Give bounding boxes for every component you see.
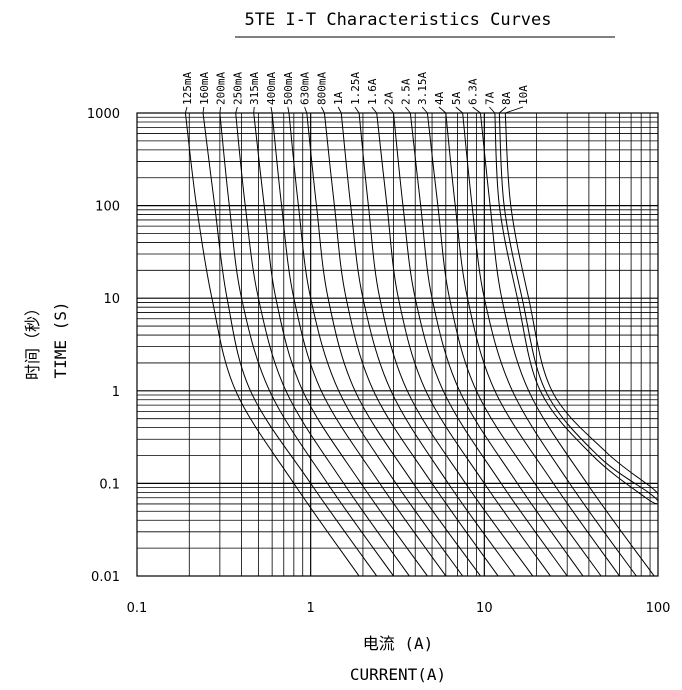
series-leader: [184, 106, 188, 114]
series-line-8a: [498, 113, 658, 502]
y-tick-label: 10: [103, 292, 120, 307]
series-leader: [499, 106, 507, 114]
curves: [184, 113, 658, 576]
series-line-160ma: [202, 113, 378, 576]
series-line-1-6a: [376, 113, 551, 576]
series-label: 2.5A: [399, 78, 412, 105]
series-leader: [489, 106, 496, 114]
y-axis-label: 时间（秒）: [23, 300, 42, 380]
series-leader: [235, 106, 238, 114]
series-label: 400mA: [265, 72, 278, 105]
series-label: 500mA: [282, 72, 295, 105]
plot-frame: [136, 112, 659, 577]
y-tick-label: 0.01: [91, 570, 120, 585]
series-line-5a: [462, 113, 637, 576]
x-axis-label-en: CURRENT(A): [350, 665, 446, 684]
chart-title: 5TE I-T Characteristics Curves: [244, 10, 551, 30]
series-label: 1A: [332, 91, 345, 105]
series-leader: [371, 106, 378, 114]
series-label: 250mA: [231, 72, 244, 105]
y-tick-label: 100: [95, 200, 120, 215]
series-line-10a: [504, 113, 658, 496]
series-label: 3.15A: [416, 72, 429, 105]
series-label: 7A: [483, 91, 496, 105]
series-line-400ma: [271, 113, 447, 576]
y-tick-label: 0.1: [99, 477, 120, 492]
series-leader: [472, 106, 481, 114]
series-leader: [421, 106, 428, 114]
x-axis-label: 电流 (A): [363, 634, 434, 653]
series-leader: [455, 106, 463, 114]
series-line-500ma: [288, 113, 464, 576]
x-tick-label: 100: [646, 601, 671, 616]
series-leader: [438, 106, 447, 114]
series-leader: [219, 106, 222, 114]
series-leader: [337, 106, 342, 114]
series-line-315ma: [253, 113, 428, 576]
series-line-1-25a: [358, 113, 534, 576]
series-line-250ma: [235, 113, 410, 576]
series-line-800ma: [323, 113, 499, 576]
series-line-200ma: [219, 113, 394, 576]
series-label: 800mA: [315, 72, 328, 105]
series-label: 630mA: [299, 72, 312, 105]
series-leader: [388, 106, 394, 114]
series-line-2a: [393, 113, 568, 576]
series-line-125ma: [184, 113, 360, 576]
series-labels: 125mA 160mA 200mA 250mA 315mA 400mA 500mA 630mA…: [181, 72, 530, 114]
series-label: 1.6A: [366, 78, 379, 105]
grid: [136, 112, 659, 577]
x-tick-label: 1: [307, 601, 315, 616]
series-label: 315mA: [248, 72, 261, 105]
series-line-4a: [445, 113, 620, 576]
series-label: 200mA: [215, 72, 228, 105]
series-line-1a: [340, 113, 516, 576]
x-tick-label: 0.1: [127, 601, 148, 616]
series-leader: [505, 106, 524, 114]
series-line-6-3a: [479, 113, 655, 576]
y-axis-label-en: TIME (S): [51, 301, 70, 378]
series-leader: [202, 106, 205, 114]
series-label: 1.25A: [349, 72, 362, 105]
series-label: 6.3A: [467, 78, 480, 105]
series-leader: [405, 106, 411, 114]
series-label: 5A: [450, 91, 463, 105]
series-label: 4A: [433, 91, 446, 105]
series-line-2-5a: [409, 113, 584, 576]
series-line-3-15a: [426, 113, 602, 576]
series-leader: [304, 106, 308, 114]
y-tick-label: 1000: [87, 107, 120, 122]
series-label: 2A: [383, 91, 396, 105]
y-tick-label: 1: [112, 385, 120, 400]
series-label: 125mA: [181, 72, 194, 105]
x-tick-label: 10: [476, 601, 493, 616]
series-label: 10A: [517, 85, 530, 105]
series-leader: [320, 106, 325, 114]
series-label: 160mA: [198, 72, 211, 105]
series-label: 8A: [500, 91, 513, 105]
series-line-630ma: [306, 113, 481, 576]
series-line-7a: [494, 113, 658, 505]
series-leader: [287, 106, 290, 114]
series-leader: [354, 106, 360, 114]
tick-labels: 0.1 1 10 100 1000 100 10 1 0.1 0.01: [87, 107, 671, 616]
series-leader: [270, 106, 273, 114]
